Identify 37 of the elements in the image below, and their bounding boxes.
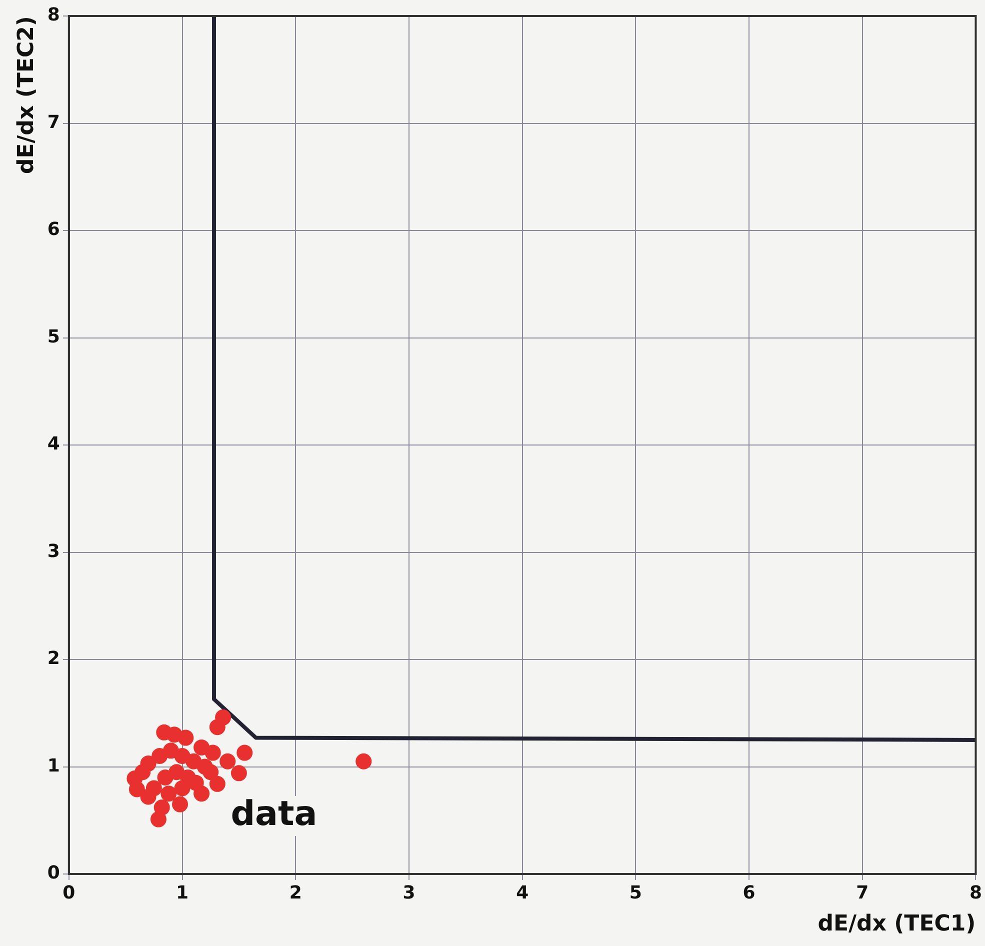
point: [154, 800, 170, 816]
x-tick-label: 3: [402, 882, 416, 904]
point: [188, 774, 204, 791]
x-tick-label: 7: [856, 882, 869, 904]
y-tick-label: 2: [47, 648, 60, 670]
x-tick-label: 1: [176, 882, 189, 904]
point: [356, 753, 372, 770]
x-tick-label: 0: [62, 882, 76, 904]
point: [140, 788, 156, 805]
point: [174, 780, 190, 796]
y-tick-label: 8: [47, 4, 60, 26]
y-tick-label: 6: [47, 219, 60, 240]
point: [236, 744, 253, 761]
point: [204, 744, 221, 761]
y-axis-title: dE/dx (TEC2): [14, 16, 39, 174]
x-tick-label: 8: [969, 882, 982, 904]
point: [134, 764, 151, 780]
point: [172, 796, 188, 812]
point: [220, 753, 236, 770]
point: [178, 730, 194, 746]
annotation: data: [230, 794, 318, 834]
x-tick-label: 6: [742, 882, 756, 904]
y-tick-label: 5: [47, 326, 60, 348]
y-tick-label: 7: [47, 112, 60, 133]
point: [230, 765, 247, 782]
y-tick-label: 4: [47, 434, 60, 455]
y-tick-label: 1: [47, 755, 60, 776]
x-tick-label: 5: [629, 882, 642, 904]
x-axis-title: dE/dx (TEC1): [818, 912, 976, 937]
point: [202, 764, 219, 780]
x-tick-label: 2: [289, 882, 302, 904]
x-tick-label: 4: [516, 882, 529, 904]
point: [160, 786, 177, 802]
point: [209, 776, 226, 792]
y-tick-label: 3: [47, 540, 60, 562]
point: [215, 709, 232, 726]
y-tick-label: 0: [47, 862, 60, 884]
